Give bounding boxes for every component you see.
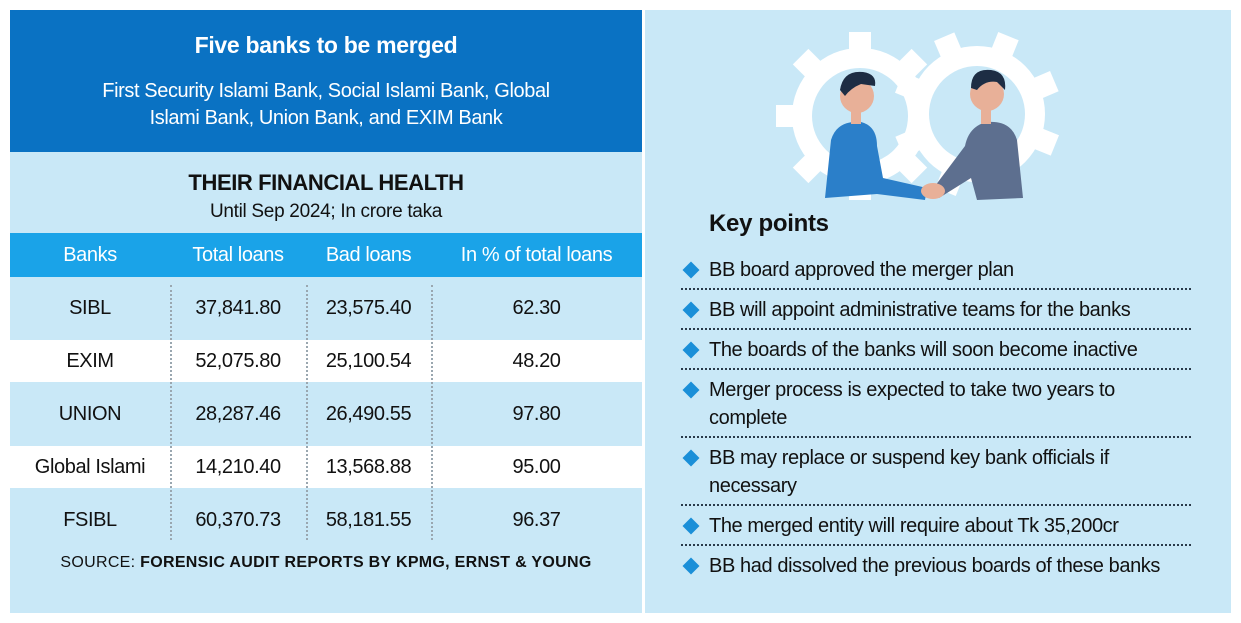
percent-value: 95.00 <box>512 455 561 478</box>
column-header-bad-loans: Bad loans <box>325 243 412 266</box>
list-item: The merged entity will require about Tk … <box>681 506 1191 546</box>
list-item: Merger process is expected to take two y… <box>681 370 1191 438</box>
table-row: EXIM 52,075.80 25,100.54 48.20 <box>10 340 642 382</box>
total-loans-value: 28,287.46 <box>195 402 281 425</box>
bad-loans-value: 26,490.55 <box>325 402 412 425</box>
header-title: Five banks to be merged <box>194 32 458 58</box>
key-point-text: The merged entity will require about Tk … <box>709 515 1119 537</box>
column-header-banks: Banks <box>63 243 117 266</box>
diamond-bullet-icon <box>682 449 700 467</box>
total-loans-value: 52,075.80 <box>195 349 281 372</box>
key-points-panel: Key points BB board approved the merger … <box>645 10 1231 613</box>
bad-loans-value: 23,575.40 <box>325 296 412 319</box>
bank-name: FSIBL <box>63 508 117 531</box>
list-item: The boards of the banks will soon become… <box>681 330 1191 370</box>
diamond-bullet-icon <box>682 261 700 279</box>
bank-name: SIBL <box>69 296 111 319</box>
key-point-text: BB had dissolved the previous boards of … <box>709 555 1161 577</box>
list-item: BB may replace or suspend key bank offic… <box>681 438 1191 506</box>
bad-loans-value: 13,568.88 <box>325 455 412 478</box>
table-row: FSIBL 60,370.73 58,181.55 96.37 <box>10 499 642 541</box>
total-loans-value: 60,370.73 <box>195 508 281 531</box>
key-point-text: BB board approved the merger plan <box>709 259 1014 281</box>
handshake-illustration <box>776 31 1060 200</box>
diamond-bullet-icon <box>682 341 700 359</box>
bad-loans-value: 25,100.54 <box>325 349 412 372</box>
bank-name: EXIM <box>66 349 114 372</box>
source-prefix: SOURCE: <box>60 554 141 571</box>
key-point-text: The boards of the banks will soon become… <box>709 339 1138 361</box>
bank-name: Global Islami <box>34 455 146 478</box>
list-item: BB had dissolved the previous boards of … <box>681 546 1191 584</box>
financial-health-subtitle: Until Sep 2024; In crore taka <box>209 201 443 222</box>
list-item: BB will appoint administrative teams for… <box>681 290 1191 330</box>
column-divider <box>306 285 308 540</box>
bad-loans-value: 58,181.55 <box>325 508 412 531</box>
header-subtitle: First Security Islami Bank, Social Islam… <box>102 80 550 129</box>
table-row: UNION 28,287.46 26,490.55 97.80 <box>10 393 642 435</box>
percent-value: 62.30 <box>512 296 561 319</box>
merger-header: Five banks to be merged First Security I… <box>10 10 642 152</box>
diamond-bullet-icon <box>682 557 700 575</box>
financial-health-title: THEIR FINANCIAL HEALTH <box>188 170 464 195</box>
table-row: Global Islami 14,210.40 13,568.88 95.00 <box>10 446 642 488</box>
table-header: Banks Total loans Bad loans In % of tota… <box>10 233 642 277</box>
diamond-bullet-icon <box>682 517 700 535</box>
total-loans-value: 37,841.80 <box>195 296 281 319</box>
percent-value: 48.20 <box>512 349 561 372</box>
column-header-total-loans: Total loans <box>192 243 284 266</box>
column-divider <box>170 285 172 540</box>
list-item: BB board approved the merger plan <box>681 250 1191 290</box>
key-points-title: Key points <box>709 210 829 237</box>
key-point-text: BB may replace or suspend key bank offic… <box>709 447 1109 497</box>
source-text: FORENSIC AUDIT REPORTS BY KPMG, ERNST & … <box>140 554 592 571</box>
diamond-bullet-icon <box>682 381 700 399</box>
key-point-text: Merger process is expected to take two y… <box>709 379 1115 429</box>
key-point-text: BB will appoint administrative teams for… <box>709 299 1131 321</box>
percent-value: 97.80 <box>512 402 561 425</box>
diamond-bullet-icon <box>682 301 700 319</box>
table-row: SIBL 37,841.80 23,575.40 62.30 <box>10 287 642 329</box>
total-loans-value: 14,210.40 <box>195 455 281 478</box>
source-note: SOURCE: FORENSIC AUDIT REPORTS BY KPMG, … <box>10 554 642 572</box>
column-divider <box>431 285 433 540</box>
bank-name: UNION <box>58 402 122 425</box>
key-points-list: BB board approved the merger plan BB wil… <box>681 250 1191 584</box>
percent-value: 96.37 <box>512 508 561 531</box>
financial-health-panel: Five banks to be merged First Security I… <box>10 10 642 613</box>
column-header-percent: In % of total loans <box>460 243 613 266</box>
